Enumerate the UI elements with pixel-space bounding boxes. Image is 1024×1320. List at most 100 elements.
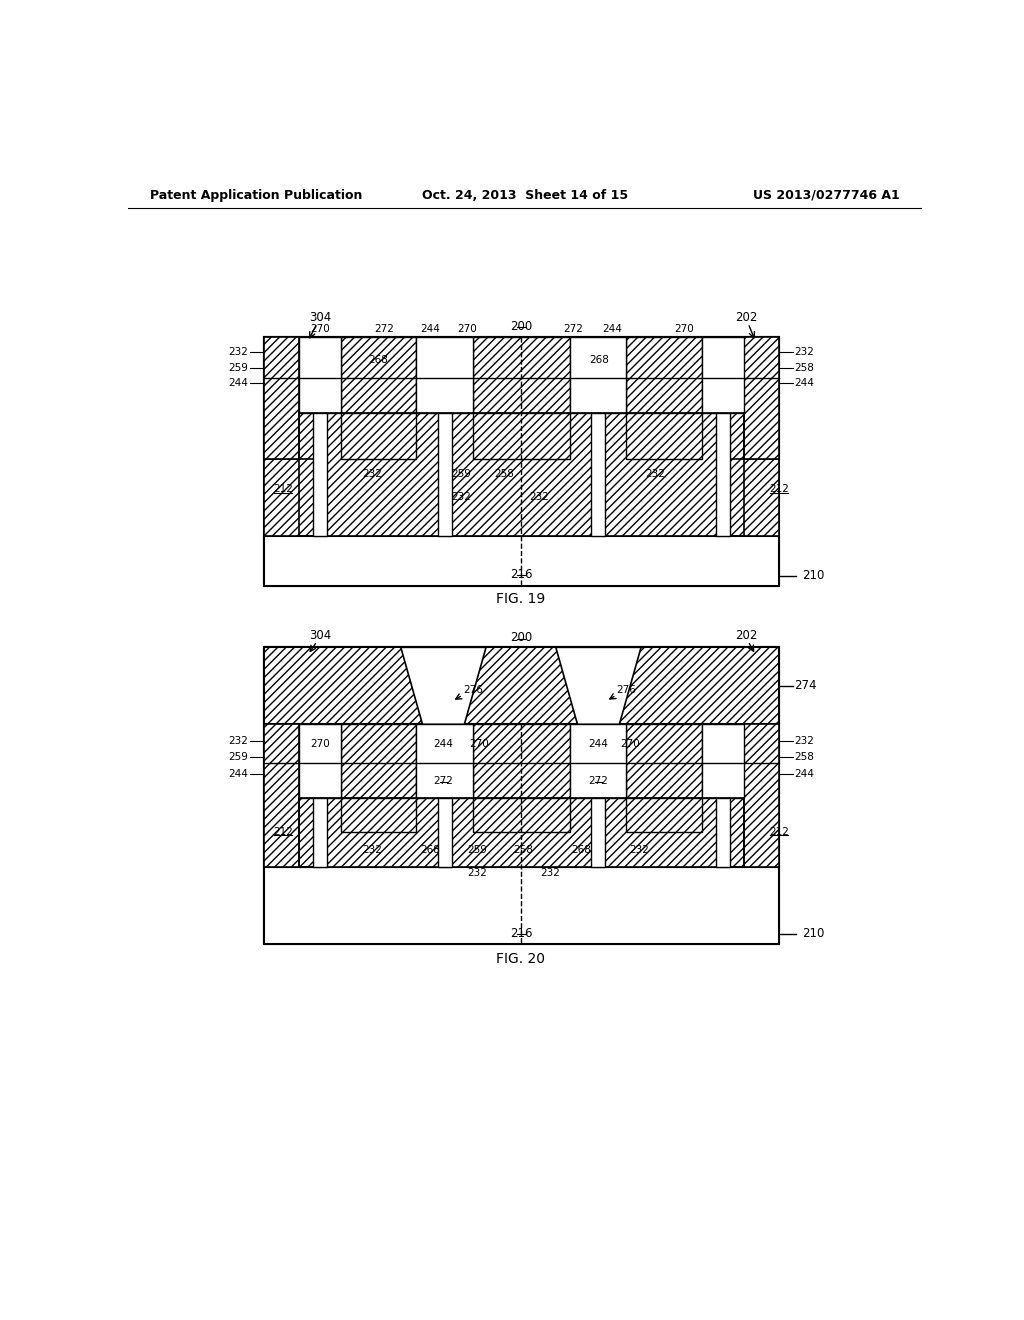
Bar xyxy=(299,725,341,797)
Text: 270: 270 xyxy=(469,739,488,748)
Text: 268: 268 xyxy=(420,845,440,855)
Bar xyxy=(701,725,744,797)
Text: 200: 200 xyxy=(510,319,532,333)
Bar xyxy=(263,459,317,536)
Text: 200: 200 xyxy=(510,631,532,644)
Polygon shape xyxy=(400,647,486,725)
Bar xyxy=(263,337,299,459)
Text: 212: 212 xyxy=(273,484,293,495)
Bar xyxy=(627,412,701,459)
Bar xyxy=(627,725,701,797)
Text: 274: 274 xyxy=(795,680,817,693)
Bar xyxy=(263,536,779,586)
Text: 244: 244 xyxy=(795,770,814,779)
Bar xyxy=(473,337,569,412)
Text: 258: 258 xyxy=(513,845,534,855)
Bar xyxy=(299,797,744,867)
Text: 304: 304 xyxy=(309,312,332,325)
Text: Oct. 24, 2013  Sheet 14 of 15: Oct. 24, 2013 Sheet 14 of 15 xyxy=(422,189,628,202)
Text: 202: 202 xyxy=(735,312,758,325)
Text: 232: 232 xyxy=(541,869,560,878)
Bar xyxy=(569,337,627,412)
Bar xyxy=(263,337,779,459)
Bar xyxy=(627,337,701,412)
Text: 232: 232 xyxy=(795,737,814,746)
Text: 258: 258 xyxy=(795,752,814,763)
Bar xyxy=(417,725,473,797)
Text: 272: 272 xyxy=(563,325,583,334)
Text: 259: 259 xyxy=(467,845,486,855)
Bar xyxy=(437,797,452,867)
Bar xyxy=(341,412,417,459)
Bar xyxy=(263,647,779,725)
Text: 270: 270 xyxy=(621,739,640,748)
Bar xyxy=(263,647,779,944)
Text: 232: 232 xyxy=(362,469,382,479)
Text: 244: 244 xyxy=(795,379,814,388)
Bar xyxy=(473,725,569,797)
Text: 276: 276 xyxy=(616,685,636,694)
Bar xyxy=(263,767,317,867)
Text: 210: 210 xyxy=(802,569,824,582)
Text: 232: 232 xyxy=(467,869,486,878)
Text: 270: 270 xyxy=(457,325,476,334)
Bar xyxy=(417,337,473,412)
Text: 270: 270 xyxy=(310,739,330,748)
Text: 212: 212 xyxy=(769,828,788,837)
Bar xyxy=(716,797,730,867)
Text: 276: 276 xyxy=(463,685,482,694)
Text: 216: 216 xyxy=(510,568,532,581)
Bar xyxy=(701,337,744,412)
Bar xyxy=(313,412,327,536)
Text: 244: 244 xyxy=(420,325,440,334)
Text: 244: 244 xyxy=(228,379,248,388)
Text: 259: 259 xyxy=(452,469,471,479)
Text: 259: 259 xyxy=(228,363,248,372)
Text: 270: 270 xyxy=(310,325,330,334)
Text: 212: 212 xyxy=(769,484,788,495)
Text: 232: 232 xyxy=(228,737,248,746)
Text: FIG. 20: FIG. 20 xyxy=(497,952,546,966)
Bar xyxy=(341,337,417,412)
Bar xyxy=(725,767,779,867)
Bar xyxy=(341,725,417,797)
Text: 258: 258 xyxy=(494,469,514,479)
Text: 268: 268 xyxy=(589,355,609,366)
Bar xyxy=(263,725,299,867)
Text: 244: 244 xyxy=(589,739,608,748)
Text: 210: 210 xyxy=(802,927,824,940)
Text: 244: 244 xyxy=(602,325,623,334)
Text: US 2013/0277746 A1: US 2013/0277746 A1 xyxy=(753,189,900,202)
Text: 244: 244 xyxy=(433,739,454,748)
Text: 202: 202 xyxy=(735,630,758,643)
Bar xyxy=(744,337,779,459)
Text: 304: 304 xyxy=(309,630,332,643)
Text: 258: 258 xyxy=(795,363,814,372)
Text: 244: 244 xyxy=(228,770,248,779)
Text: 272: 272 xyxy=(374,325,393,334)
Bar xyxy=(591,412,605,536)
Bar xyxy=(299,337,341,412)
Bar xyxy=(725,459,779,536)
Bar xyxy=(744,725,779,867)
Text: Patent Application Publication: Patent Application Publication xyxy=(150,189,362,202)
Bar xyxy=(341,797,417,832)
Bar xyxy=(299,412,744,536)
Text: 212: 212 xyxy=(273,828,293,837)
Text: 232: 232 xyxy=(528,492,549,502)
Bar xyxy=(263,337,779,586)
Text: 270: 270 xyxy=(674,325,693,334)
Text: FIG. 19: FIG. 19 xyxy=(497,591,546,606)
Bar xyxy=(627,797,701,832)
Bar xyxy=(263,867,779,944)
Bar xyxy=(716,412,730,536)
Text: 232: 232 xyxy=(645,469,665,479)
Text: 268: 268 xyxy=(369,355,388,366)
Bar xyxy=(591,797,605,867)
Text: 268: 268 xyxy=(571,845,591,855)
Bar xyxy=(263,725,779,867)
Text: 232: 232 xyxy=(795,347,814,358)
Bar xyxy=(473,797,569,832)
Bar xyxy=(569,725,627,797)
Text: 232: 232 xyxy=(452,492,471,502)
